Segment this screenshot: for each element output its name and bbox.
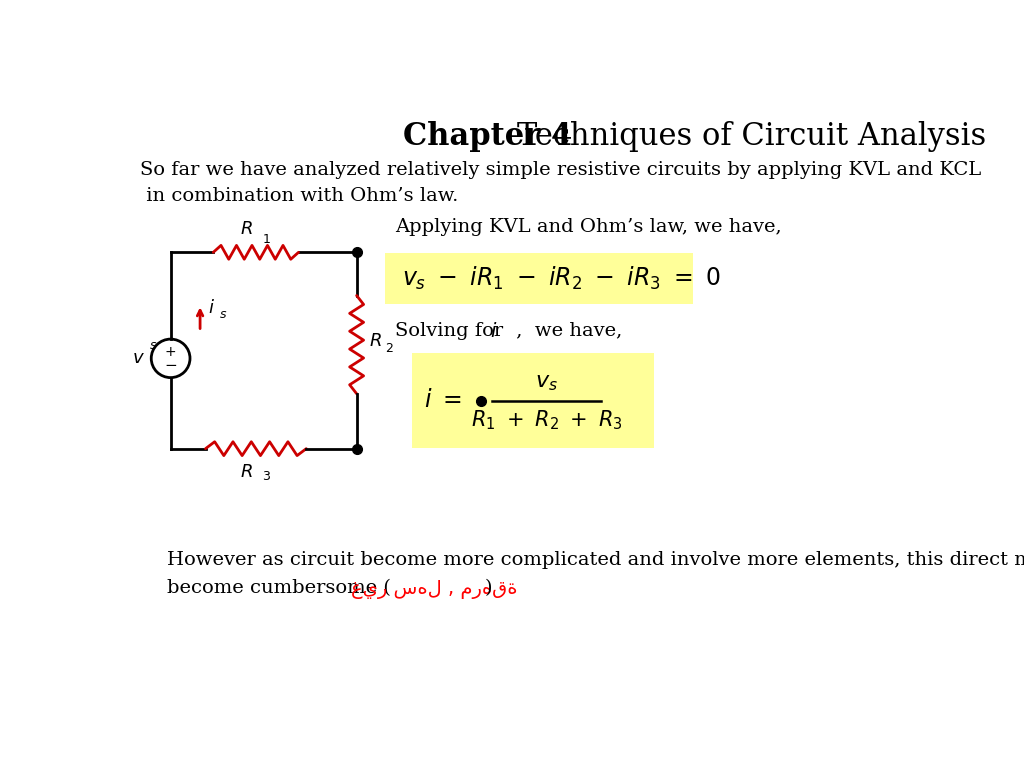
Text: غير سهل , مرهقة: غير سهل , مرهقة (351, 580, 518, 598)
Text: $i$: $i$ (208, 300, 215, 317)
Text: −: − (164, 358, 177, 372)
Text: However as circuit become more complicated and involve more elements, this direc: However as circuit become more complicat… (167, 551, 1024, 569)
Text: $v_s$: $v_s$ (536, 371, 558, 393)
Text: $v_s\ -\ iR_1\ -\ iR_2\ -\ iR_3\ =\ 0$: $v_s\ -\ iR_1\ -\ iR_2\ -\ iR_3\ =\ 0$ (401, 265, 720, 292)
Text: become cumbersome (: become cumbersome ( (167, 580, 391, 598)
Text: +: + (165, 345, 176, 359)
Text: $i\ =$: $i\ =$ (424, 389, 462, 412)
Text: $2$: $2$ (385, 342, 393, 355)
Text: Solving for: Solving for (395, 322, 510, 339)
Text: Chapter 4: Chapter 4 (403, 121, 572, 152)
Text: Techniques of Circuit Analysis: Techniques of Circuit Analysis (517, 121, 986, 152)
Text: $v$: $v$ (132, 349, 144, 367)
Text: $i$: $i$ (489, 322, 498, 341)
Text: $s$: $s$ (148, 339, 157, 352)
Text: $1$: $1$ (262, 233, 270, 247)
Text: So far we have analyzed relatively simple resistive circuits by applying KVL and: So far we have analyzed relatively simpl… (139, 161, 981, 180)
FancyBboxPatch shape (412, 353, 654, 448)
Text: $s$: $s$ (219, 308, 227, 321)
Text: ): ) (484, 580, 492, 598)
Text: in combination with Ohm’s law.: in combination with Ohm’s law. (139, 187, 458, 205)
Text: $3$: $3$ (262, 470, 271, 483)
Text: $R$: $R$ (241, 220, 253, 238)
Text: $R_1\ +\ R_2\ +\ R_3$: $R_1\ +\ R_2\ +\ R_3$ (471, 409, 623, 432)
FancyBboxPatch shape (385, 253, 693, 304)
Text: $R$: $R$ (369, 332, 382, 349)
Text: Applying KVL and Ohm’s law, we have,: Applying KVL and Ohm’s law, we have, (395, 217, 782, 236)
Text: ,  we have,: , we have, (510, 322, 623, 339)
Text: $R$: $R$ (241, 462, 253, 481)
